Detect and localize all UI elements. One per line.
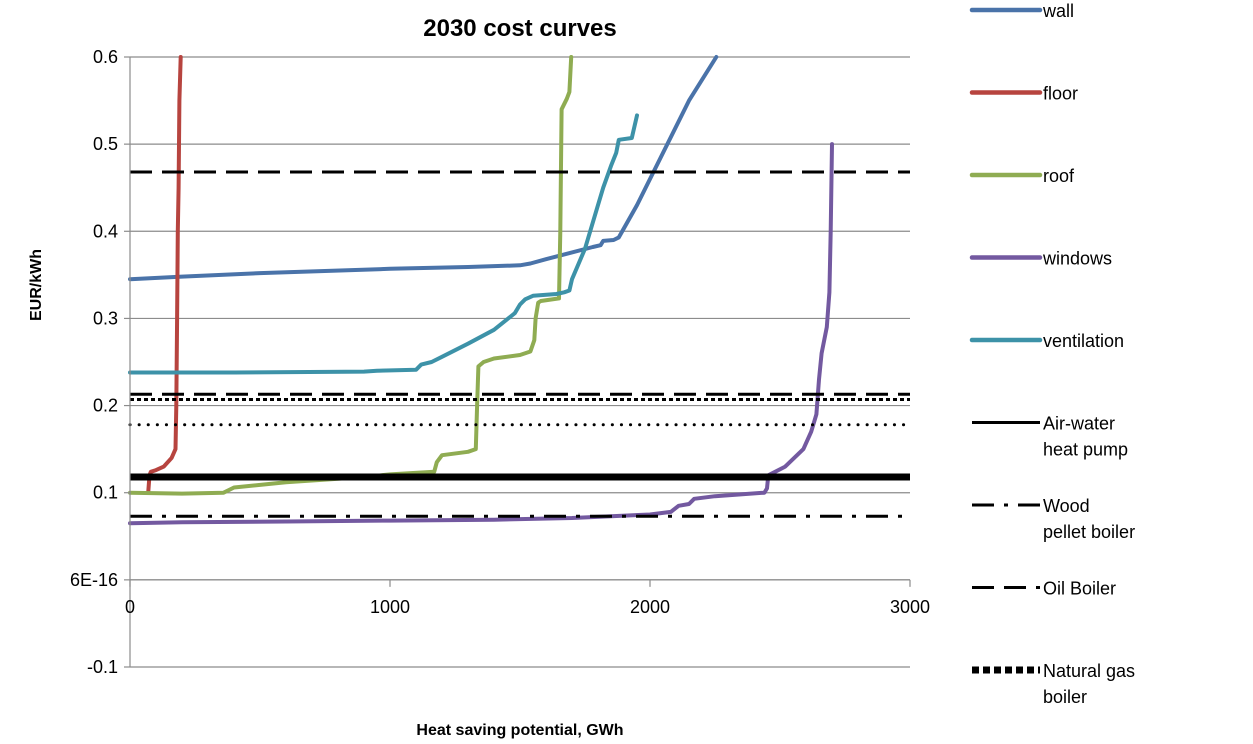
x-axis-title: Heat saving potential, GWh [416, 722, 623, 739]
x-tick-label: 0 [125, 597, 135, 617]
y-tick-label: 0.1 [93, 483, 118, 503]
series-line-wall [128, 55, 719, 282]
y-tick-label: 6E-16 [70, 570, 118, 590]
x-tick-label: 3000 [890, 597, 930, 617]
legend-label: wall [1042, 1, 1074, 21]
y-tick-label: 0.3 [93, 308, 118, 328]
x-tick-label: 1000 [370, 597, 410, 617]
series-line-floor [146, 55, 183, 495]
y-tick-label: -0.1 [87, 657, 118, 677]
series-line-windows [128, 142, 834, 526]
series-line-ventilation [128, 113, 639, 375]
y-tick-label: 0.2 [93, 396, 118, 416]
legend-label: roof [1043, 166, 1075, 186]
legend-label: windows [1042, 249, 1112, 269]
legend-label: Natural gas [1043, 661, 1135, 681]
y-axis-title: EUR/kWh [28, 249, 45, 321]
axes: -0.1 6E-16 0.1 0.2 0.3 0.4 0.5 0.6 0 1000 2000 3000 [70, 47, 930, 677]
x-tick-label: 2000 [630, 597, 670, 617]
legend-label: Wood [1043, 496, 1090, 516]
legend-label: Air-water [1043, 414, 1115, 434]
legend-label: boiler [1043, 687, 1087, 707]
legend-label: floor [1043, 84, 1078, 104]
y-tick-label: 0.5 [93, 134, 118, 154]
plot-series [128, 55, 912, 526]
chart-title: 2030 cost curves [423, 15, 616, 42]
grid [130, 56, 910, 668]
y-tick-label: 0.6 [93, 47, 118, 67]
legend-label: Oil Boiler [1043, 579, 1116, 599]
legend-label: pellet boiler [1043, 522, 1135, 542]
legend: wall floor roof windows ventilation Air-water… [969, 1, 1135, 707]
y-tick-label: 0.4 [93, 221, 118, 241]
legend-label: ventilation [1043, 331, 1124, 351]
legend-label: heat pump [1043, 440, 1128, 460]
